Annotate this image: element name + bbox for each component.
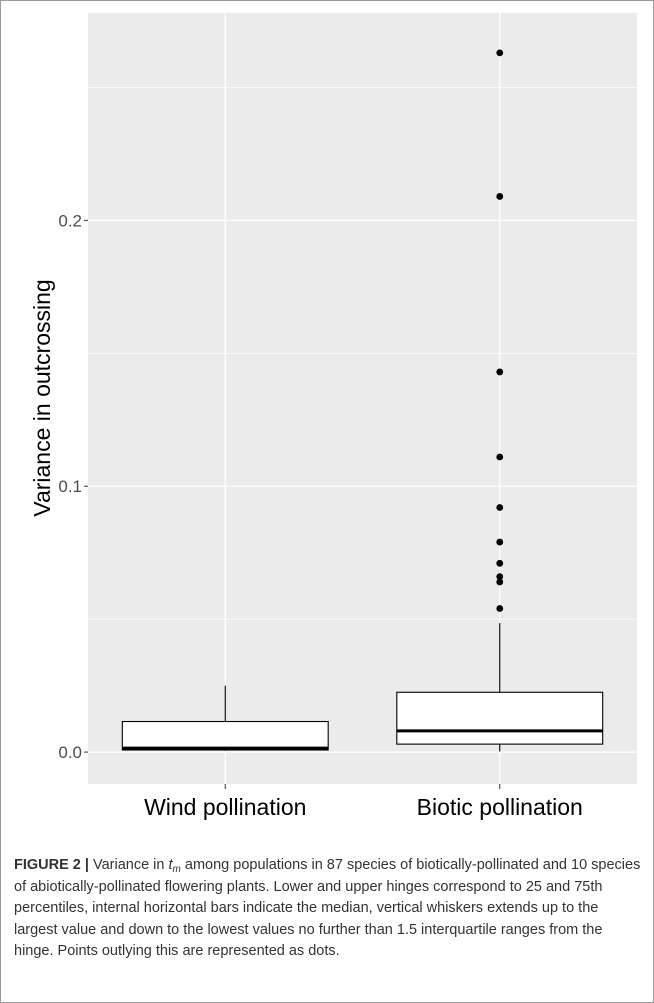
box-wind <box>121 685 329 751</box>
outlier-point <box>496 605 504 612</box>
outlier-point <box>496 573 504 581</box>
outlier-point <box>496 453 504 461</box>
figure-caption: FIGURE 2 | Variance in tm among populati… <box>14 855 644 963</box>
axes: 0.0 0.1 0.2 Wind pollination Biotic pollinat… <box>58 211 583 820</box>
caption-subscript: m <box>172 864 181 875</box>
caption-text-rest: among populations in 87 species of bioti… <box>14 857 641 959</box>
x-tick-label: Biotic pollination <box>417 794 583 820</box>
y-tick-label: 0.0 <box>58 743 82 762</box>
x-tick-label: Wind pollination <box>144 794 306 820</box>
box-iqr <box>121 720 329 751</box>
outlier-point <box>496 49 504 57</box>
outlier-point <box>496 504 504 511</box>
outlier-point <box>496 559 504 567</box>
caption-text-start: Variance in <box>88 857 169 873</box>
outlier-point <box>496 193 504 200</box>
y-axis-label: Variance in outcrossing <box>29 279 55 516</box>
outlier-point <box>496 578 504 586</box>
caption-label: FIGURE 2 | <box>14 857 89 873</box>
box-biotic <box>396 49 604 752</box>
plot-panel <box>88 13 637 784</box>
boxes <box>121 49 604 752</box>
y-tick-label: 0.1 <box>58 477 82 496</box>
caption-symbol: t <box>168 857 173 873</box>
box-plot: 0.0 0.1 0.2 Wind pollination Biotic pollinat… <box>29 13 637 820</box>
box-iqr <box>396 691 604 745</box>
outlier-point <box>496 368 504 376</box>
outlier-point <box>496 538 504 546</box>
y-tick-label: 0.2 <box>58 211 82 230</box>
